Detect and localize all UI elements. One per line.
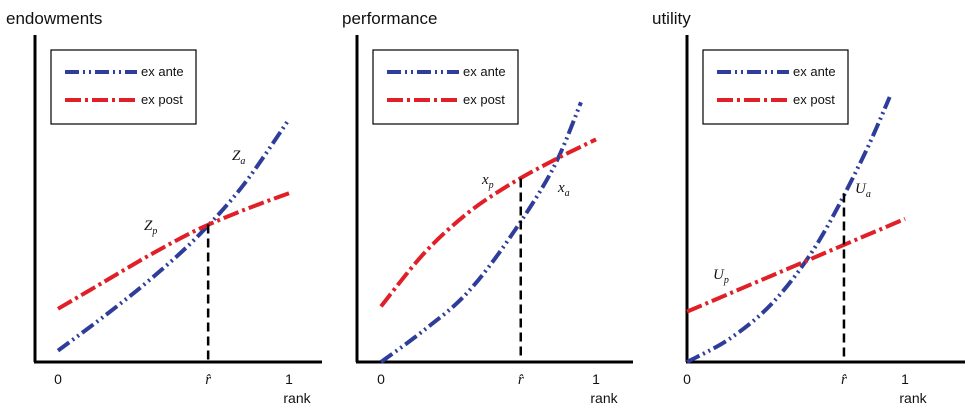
legend-box — [50, 49, 197, 125]
curve-label-ex-ante: xa — [557, 180, 570, 199]
x-tick-label: r̂ — [841, 372, 847, 388]
legend: ex ante ex post — [50, 49, 197, 125]
panel-endowments: endowments 0 r̂ 1 rank Za Zp ex ante ex post — [6, 9, 322, 406]
x-tick-label: 0 — [377, 371, 385, 387]
series-line-ex-ante — [56, 118, 291, 353]
legend-entry: ex ante — [463, 64, 506, 79]
curve-label-ex-post: xp — [481, 172, 494, 191]
panel-title: endowments — [6, 9, 102, 28]
x-tick-label: 1 — [901, 371, 909, 387]
series-line-ex-post — [686, 217, 906, 314]
x-axis-label: rank — [590, 390, 618, 406]
panel-title: utility — [652, 9, 691, 28]
series-line-ex-post — [379, 137, 597, 308]
x-axis-label: rank — [899, 390, 927, 406]
x-tick-label: 0 — [683, 371, 691, 387]
series-line-ex-post — [56, 191, 290, 311]
legend-entry: ex post — [793, 92, 835, 107]
panel-performance: performance 0 r̂ 1 rank xa xp ex ante ex post — [342, 9, 633, 406]
panel-utility: utility 0 r̂ 1 rank Ua Up ex ante ex post — [652, 9, 965, 406]
legend: ex ante ex post — [372, 49, 519, 125]
curve-label-ex-ante: Za — [232, 148, 245, 167]
x-tick-label: 1 — [592, 371, 600, 387]
legend-entry: ex ante — [793, 64, 836, 79]
curve-label-ex-ante: Ua — [855, 181, 871, 200]
legend-entry: ex post — [141, 92, 183, 107]
legend-box — [372, 49, 519, 125]
x-tick-label: r̂ — [518, 372, 524, 388]
series-line-ex-ante — [379, 101, 583, 364]
x-tick-label: 1 — [285, 371, 293, 387]
curve-label-ex-post: Up — [713, 267, 729, 286]
series-line-ex-ante — [686, 96, 892, 364]
legend-entry: ex post — [463, 92, 505, 107]
legend: ex ante ex post — [702, 49, 849, 125]
legend-box — [702, 49, 849, 125]
x-tick-label: r̂ — [205, 372, 211, 388]
curve-label-ex-post: Zp — [144, 218, 157, 237]
panel-title: performance — [342, 9, 437, 28]
x-axis-label: rank — [283, 390, 311, 406]
x-tick-label: 0 — [54, 371, 62, 387]
legend-entry: ex ante — [141, 64, 184, 79]
